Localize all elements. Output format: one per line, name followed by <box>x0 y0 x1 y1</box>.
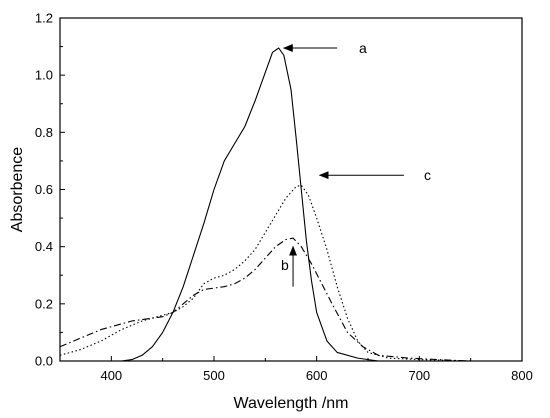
y-tick-label: 1.0 <box>35 68 53 83</box>
y-tick-label: 0.0 <box>35 354 53 369</box>
annotation-layer: a c b <box>281 40 431 287</box>
x-axis-title: Wavelength /nm <box>233 395 348 412</box>
y-tick-label: 0.2 <box>35 296 53 311</box>
annotation-label-b: b <box>281 257 289 273</box>
axes-layer <box>59 17 523 362</box>
y-axis-title: Absorbence <box>9 147 26 232</box>
x-tick-label: 500 <box>203 368 225 383</box>
plot-frame <box>59 17 523 362</box>
series-line-b <box>59 237 471 362</box>
y-tick-label: 0.6 <box>35 182 53 197</box>
series-line-a <box>121 47 379 362</box>
ticks-layer: 400 500 600 700 800 0.0 0.2 0.4 0.6 0.8 1.0 1.2 <box>35 11 533 384</box>
y-tick-label: 0.8 <box>35 125 53 140</box>
annotation-label-a: a <box>359 40 367 56</box>
annotation-label-c: c <box>424 167 431 183</box>
y-tick-label: 0.4 <box>35 239 53 254</box>
y-tick-label: 1.2 <box>35 11 53 26</box>
series-layer <box>59 47 471 362</box>
series-line-c <box>59 184 471 362</box>
x-tick-label: 600 <box>306 368 328 383</box>
x-tick-label: 700 <box>408 368 430 383</box>
x-tick-label: 400 <box>100 368 122 383</box>
x-tick-label: 800 <box>511 368 533 383</box>
